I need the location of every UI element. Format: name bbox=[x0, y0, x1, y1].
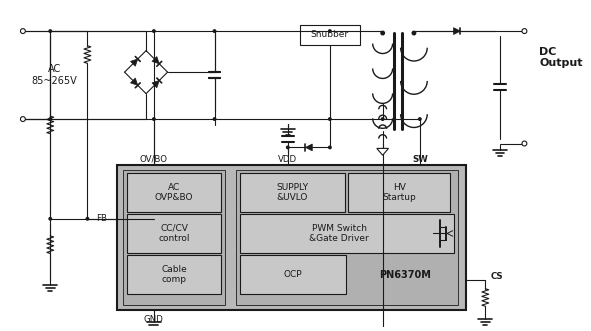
Polygon shape bbox=[152, 57, 159, 64]
Text: FB: FB bbox=[96, 214, 107, 223]
Bar bbox=[240, 214, 454, 253]
Text: PWM Switch
&Gate Driver: PWM Switch &Gate Driver bbox=[309, 224, 369, 243]
Text: AC
OVP&BO: AC OVP&BO bbox=[155, 183, 193, 202]
Polygon shape bbox=[453, 28, 460, 34]
Circle shape bbox=[152, 29, 156, 33]
Text: OV/BO: OV/BO bbox=[140, 155, 168, 164]
Circle shape bbox=[286, 145, 290, 149]
Bar bbox=[300, 25, 360, 45]
Text: CC/CV
control: CC/CV control bbox=[158, 224, 190, 243]
Circle shape bbox=[48, 29, 52, 33]
Text: GND: GND bbox=[144, 315, 164, 324]
Text: DC
Output: DC Output bbox=[539, 47, 583, 68]
Text: HV
Startup: HV Startup bbox=[382, 183, 416, 202]
Bar bbox=[126, 255, 222, 294]
Text: PN6370M: PN6370M bbox=[379, 269, 431, 279]
Text: VDD: VDD bbox=[278, 155, 297, 164]
Circle shape bbox=[328, 29, 332, 33]
Circle shape bbox=[328, 145, 332, 149]
Polygon shape bbox=[131, 59, 138, 66]
Circle shape bbox=[21, 29, 25, 33]
Bar bbox=[349, 173, 450, 212]
Polygon shape bbox=[306, 144, 312, 151]
Bar bbox=[117, 165, 466, 310]
Text: SW: SW bbox=[412, 155, 428, 164]
Polygon shape bbox=[377, 148, 388, 155]
Circle shape bbox=[380, 30, 385, 35]
Text: AC
85~265V: AC 85~265V bbox=[31, 64, 77, 86]
Bar bbox=[240, 173, 345, 212]
Bar bbox=[122, 170, 225, 305]
Circle shape bbox=[522, 29, 527, 33]
Circle shape bbox=[48, 217, 52, 221]
Circle shape bbox=[152, 117, 156, 121]
Circle shape bbox=[48, 117, 52, 121]
Bar bbox=[126, 214, 222, 253]
Circle shape bbox=[381, 117, 385, 121]
Bar bbox=[126, 173, 222, 212]
Bar bbox=[236, 170, 458, 305]
Text: CS: CS bbox=[491, 272, 504, 281]
Circle shape bbox=[21, 117, 25, 121]
Circle shape bbox=[522, 141, 527, 146]
Text: Cable
comp: Cable comp bbox=[161, 265, 187, 284]
Text: OCP: OCP bbox=[284, 270, 303, 279]
Circle shape bbox=[411, 30, 417, 35]
Text: SUPPLY
&UVLO: SUPPLY &UVLO bbox=[276, 183, 309, 202]
Bar bbox=[240, 255, 346, 294]
Circle shape bbox=[418, 117, 422, 121]
Circle shape bbox=[328, 117, 332, 121]
Polygon shape bbox=[131, 78, 138, 85]
Circle shape bbox=[213, 29, 216, 33]
Text: Snubber: Snubber bbox=[311, 30, 349, 39]
Circle shape bbox=[86, 217, 89, 221]
Circle shape bbox=[213, 117, 216, 121]
Polygon shape bbox=[152, 80, 159, 88]
